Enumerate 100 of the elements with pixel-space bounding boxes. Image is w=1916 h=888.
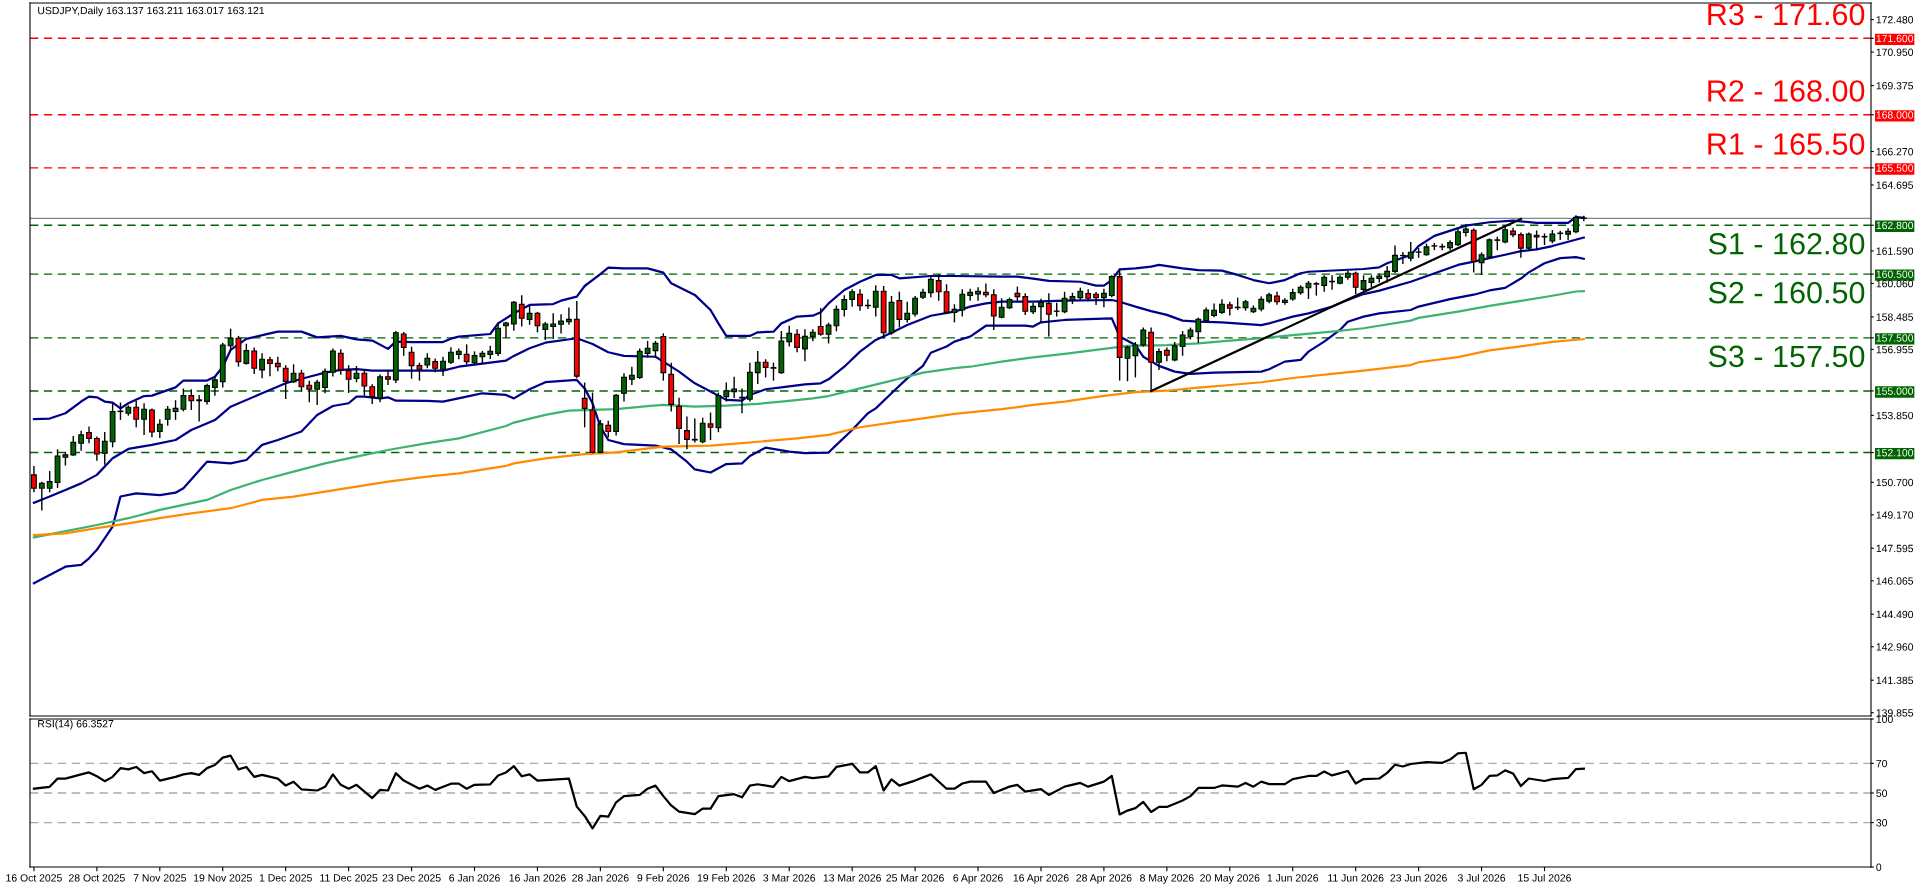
y-tick-label: 142.960 — [1876, 643, 1914, 651]
ref-line-label: S1 - 162.80 — [1708, 232, 1865, 255]
candlestick — [188, 389, 195, 410]
line-series — [32, 255, 1585, 585]
y-tick-label: 70 — [1876, 759, 1888, 768]
x-tick-label: 25 Mar 2026 — [886, 874, 944, 882]
x-tick-label: 19 Nov 2025 — [194, 874, 252, 882]
y-tick-label: 149.170 — [1876, 511, 1914, 519]
candlestick — [46, 470, 53, 493]
candlestick — [558, 314, 564, 334]
y-tick-label: 100 — [1876, 715, 1893, 723]
x-tick-label: 11 Dec 2025 — [320, 874, 378, 882]
x-tick-label: 3 Jul 2026 — [1457, 873, 1506, 882]
candlestick — [817, 308, 824, 336]
y-tick-label: 141.385 — [1876, 676, 1914, 685]
y-tick-label: 158.485 — [1876, 313, 1914, 321]
candlestick — [329, 348, 336, 377]
x-tick-label: 1 Jun 2026 — [1267, 874, 1319, 882]
candlestick — [518, 295, 525, 327]
ref-line-label: S3 - 157.50 — [1708, 345, 1865, 368]
candlestick — [274, 356, 281, 372]
candlestick — [337, 349, 344, 375]
x-tick-label: 19 Feb 2026 — [697, 873, 756, 882]
candlestick — [1580, 215, 1587, 222]
candlestick — [156, 419, 163, 438]
x-tick-label: 11 Jun 2026 — [1328, 874, 1384, 882]
candlestick — [243, 343, 250, 365]
y-tick-label: 166.270 — [1876, 148, 1914, 156]
y-tick-label: 139.855 — [1876, 709, 1914, 717]
line-series — [32, 751, 1585, 830]
candlestick — [78, 430, 85, 451]
candlestick — [959, 289, 966, 317]
y-tick-label: 160.500 — [1876, 270, 1914, 278]
candlestick — [282, 365, 289, 400]
ref-line-label: S2 - 160.50 — [1708, 281, 1865, 304]
candlestick — [872, 285, 879, 317]
candlestick — [38, 481, 45, 511]
candlestick — [628, 366, 635, 386]
candlestick — [1101, 288, 1107, 308]
ref-line-label: R2 - 168.00 — [1708, 80, 1865, 102]
y-tick-label: 160.060 — [1876, 279, 1914, 288]
candlestick — [754, 350, 761, 384]
candlestick — [699, 417, 706, 444]
candlestick — [676, 397, 682, 444]
candlestick — [149, 408, 155, 438]
x-tick-label: 7 Nov 2025 — [133, 874, 187, 882]
candlestick — [463, 344, 470, 365]
x-tick-label: 28 Oct 2025 — [69, 874, 125, 882]
line-series — [32, 236, 1585, 504]
candlestick — [935, 274, 942, 301]
candlestick — [1462, 224, 1469, 237]
candlestick — [904, 301, 911, 323]
candlestick — [1156, 348, 1162, 370]
candlestick — [975, 287, 981, 301]
candlestick — [691, 418, 698, 443]
candlestick — [1093, 291, 1099, 305]
candlestick — [967, 288, 974, 301]
candlestick — [267, 356, 273, 377]
candlestick — [385, 370, 391, 386]
x-tick-label: 23 Jun 2026 — [1390, 874, 1447, 882]
candlestick — [1038, 298, 1044, 323]
line-series — [32, 337, 1585, 537]
candlestick — [1565, 228, 1572, 240]
y-tick-label: 147.595 — [1876, 544, 1914, 553]
candlestick — [164, 405, 171, 426]
candlestick — [133, 400, 140, 428]
y-tick-label: 152.100 — [1876, 449, 1914, 457]
y-tick-label: 162.800 — [1876, 221, 1914, 230]
chart-title: RSI(14) 66.3527 — [38, 719, 114, 730]
x-tick-label: 16 Apr 2026 — [1013, 874, 1069, 884]
candlestick — [510, 301, 517, 331]
x-tick-label: 15 Jul 2026 — [1518, 873, 1571, 882]
y-tick-label: 171.600 — [1876, 34, 1914, 43]
candlestick — [251, 347, 258, 375]
y-tick-label: 155.000 — [1876, 387, 1914, 395]
y-tick-label: 153.850 — [1876, 411, 1914, 420]
y-tick-label: 165.500 — [1876, 164, 1914, 172]
candlestick — [93, 436, 100, 461]
candlestick — [1510, 227, 1516, 238]
candlestick — [400, 332, 407, 356]
x-tick-label: 13 Mar 2026 — [823, 874, 881, 882]
x-tick-label: 6 Jan 2026 — [449, 874, 500, 882]
y-tick-label: 30 — [1876, 819, 1888, 827]
y-tick-label: 169.375 — [1876, 82, 1914, 90]
candlestick — [1517, 232, 1524, 258]
y-tick-label: 0 — [1876, 863, 1882, 871]
candlestick — [1352, 271, 1359, 295]
candlestick — [306, 380, 313, 403]
x-tick-label: 1 Dec 2025 — [259, 874, 312, 882]
candlestick — [857, 289, 863, 311]
chart-title: USDJPY,Daily 163.137 163.211 163.017 163.121 — [38, 6, 265, 17]
candlestick — [581, 382, 588, 428]
x-tick-label: 6 Apr 2026 — [953, 874, 1003, 884]
candlestick — [927, 275, 934, 298]
candlestick — [196, 394, 203, 422]
y-tick-label: 157.500 — [1876, 334, 1914, 342]
y-tick-label: 161.590 — [1876, 247, 1914, 255]
ref-line-label: R3 - 171.60 — [1708, 3, 1865, 26]
candlestick — [259, 353, 266, 379]
y-tick-label: 172.480 — [1876, 16, 1914, 24]
